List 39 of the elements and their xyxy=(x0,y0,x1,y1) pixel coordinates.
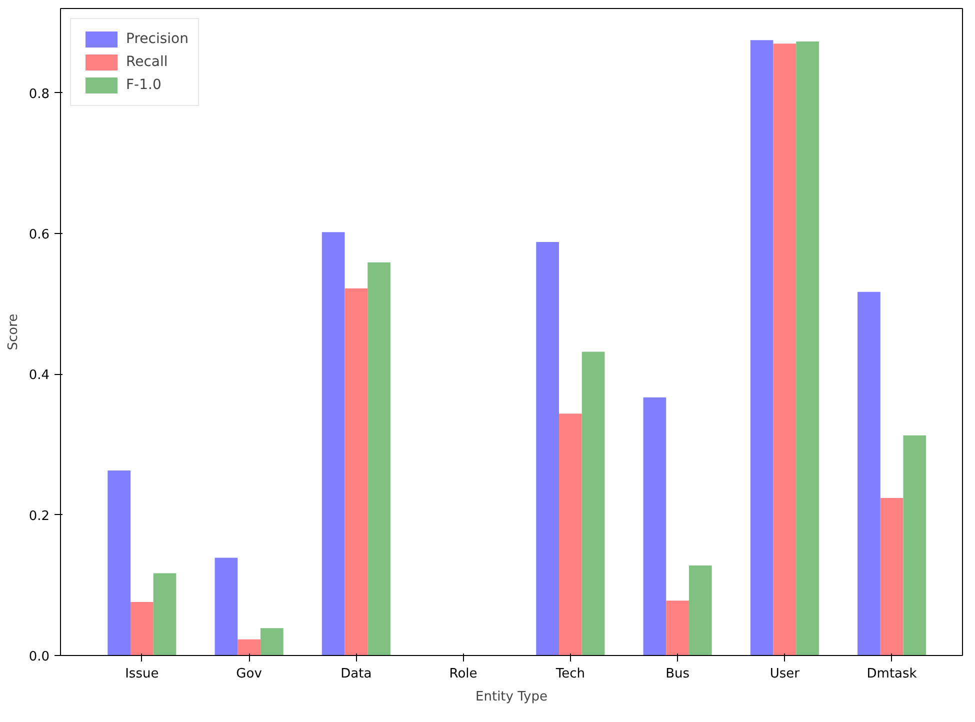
bar xyxy=(903,435,926,656)
y-tick-label: 0.2 xyxy=(28,508,50,524)
bar xyxy=(750,40,774,656)
bar xyxy=(260,628,284,656)
bar xyxy=(130,602,154,656)
bar xyxy=(322,232,345,656)
y-tick-label: 0.6 xyxy=(28,228,50,243)
y-axis-title: Score xyxy=(6,314,21,350)
x-tick-label: Dmtask xyxy=(866,666,918,682)
x-tick-label: Tech xyxy=(554,666,585,682)
x-tick-label: Data xyxy=(340,666,372,682)
bar xyxy=(536,242,559,656)
bar xyxy=(858,292,880,656)
bar xyxy=(368,262,390,656)
bar xyxy=(214,558,238,656)
x-tick-label: Role xyxy=(449,666,478,682)
x-tick-label: Issue xyxy=(125,666,159,682)
bar xyxy=(344,288,368,656)
x-tick-label: Gov xyxy=(236,666,262,682)
bar xyxy=(796,42,819,656)
legend-label: Precision xyxy=(126,31,188,47)
bar xyxy=(643,397,666,656)
y-tick-label: 0.0 xyxy=(28,650,50,664)
legend-label: Recall xyxy=(126,54,168,70)
bar xyxy=(238,639,260,656)
x-tick-label: User xyxy=(770,666,800,682)
bar xyxy=(558,414,582,656)
x-tick-label: Bus xyxy=(666,666,690,682)
bar xyxy=(880,498,904,656)
bar xyxy=(582,352,605,656)
y-tick-label: 0.8 xyxy=(28,86,50,102)
bar xyxy=(688,565,712,656)
bar xyxy=(108,470,130,656)
x-axis-title: Entity Type xyxy=(476,690,548,704)
y-tick-label: 0.4 xyxy=(28,368,50,384)
bar xyxy=(666,600,689,656)
bar xyxy=(153,573,176,656)
legend-label: F-1.0 xyxy=(126,77,162,93)
bar xyxy=(773,44,796,656)
